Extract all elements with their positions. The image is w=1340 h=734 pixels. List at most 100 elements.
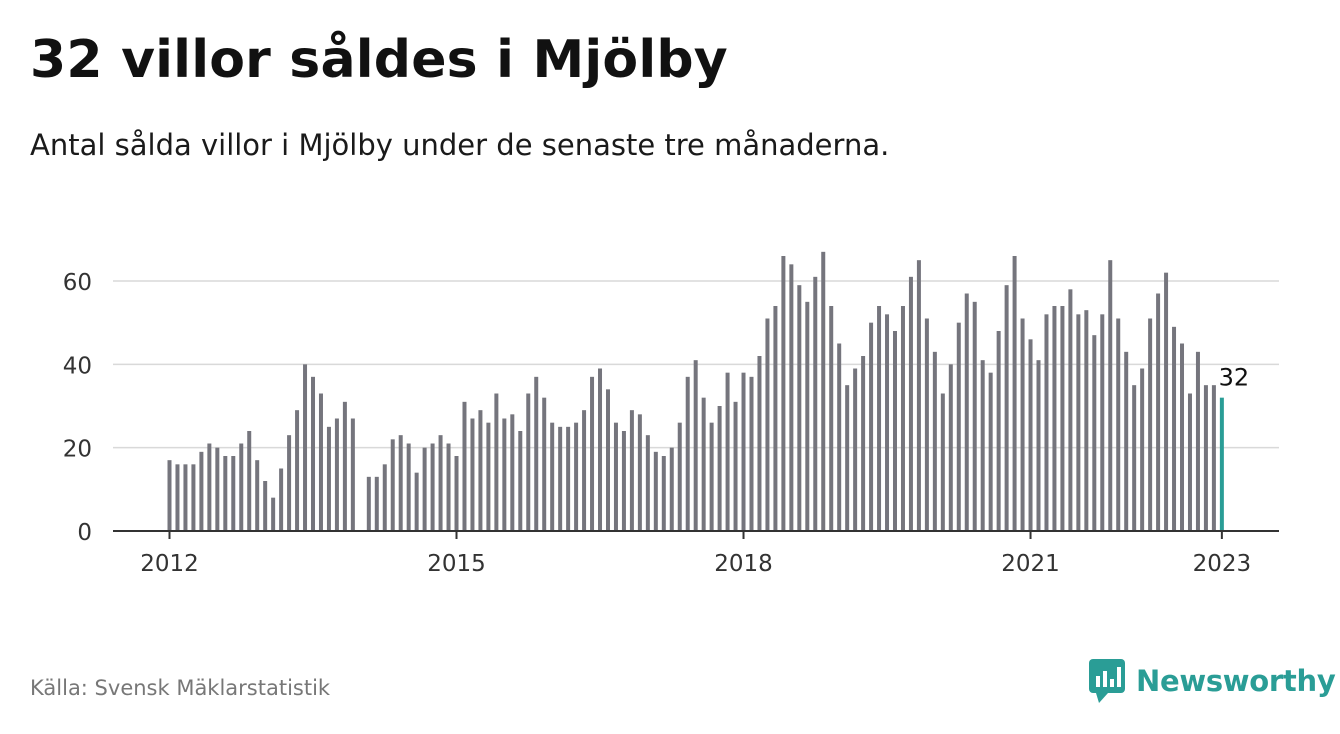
bar <box>1076 314 1081 531</box>
bar <box>1187 393 1192 531</box>
x-tick-label: 2012 <box>140 551 199 577</box>
bar <box>1028 339 1033 531</box>
bar <box>932 351 937 531</box>
bar <box>398 435 403 531</box>
bar <box>813 276 818 531</box>
bar <box>406 443 411 531</box>
bar <box>590 376 595 531</box>
bar <box>621 431 626 531</box>
bar <box>1108 260 1113 531</box>
bar <box>877 306 882 531</box>
bar <box>781 256 786 531</box>
bar <box>1164 272 1169 531</box>
bar <box>861 356 866 531</box>
bars <box>167 251 1224 532</box>
bar <box>318 393 323 531</box>
bar <box>685 376 690 531</box>
bar <box>223 456 228 531</box>
x-axis <box>113 530 1279 539</box>
bar <box>853 368 858 531</box>
bar <box>207 443 212 531</box>
bar <box>709 422 714 531</box>
bar <box>1004 285 1009 531</box>
bar <box>916 260 921 531</box>
bar <box>279 468 284 531</box>
bar <box>972 301 977 531</box>
bar <box>1203 385 1208 531</box>
bar <box>239 443 244 531</box>
bar <box>1172 326 1177 531</box>
bar <box>1052 306 1057 531</box>
bar <box>1060 306 1065 531</box>
bar <box>1211 385 1216 531</box>
bar <box>1092 335 1097 531</box>
x-tick-label: 2015 <box>427 551 486 577</box>
bar <box>295 410 300 531</box>
bar <box>940 393 945 531</box>
bar <box>326 426 331 531</box>
x-tick-label: 2018 <box>714 551 773 577</box>
chart-subtitle: Antal sålda villor i Mjölby under de sen… <box>30 128 890 162</box>
bar <box>661 456 666 531</box>
bar <box>956 322 961 531</box>
bar <box>1116 318 1121 531</box>
bar <box>789 264 794 531</box>
y-tick-label: 60 <box>63 270 92 296</box>
bar <box>175 464 180 531</box>
bar <box>534 376 539 531</box>
bar <box>478 410 483 531</box>
bar <box>191 464 196 531</box>
bar <box>255 460 260 531</box>
chart-title: 32 villor såldes i Mjölby <box>30 30 728 90</box>
bar <box>1020 318 1025 531</box>
bar <box>502 418 507 531</box>
x-tick-label: 2021 <box>1001 551 1060 577</box>
bar <box>462 401 467 531</box>
bar <box>247 431 252 531</box>
newsworthy-logo-icon <box>1089 659 1125 703</box>
bar <box>1100 314 1105 531</box>
bar <box>845 385 850 531</box>
bar <box>271 497 276 531</box>
bar <box>311 376 316 531</box>
bar <box>892 331 897 531</box>
bar <box>733 401 738 531</box>
bar <box>885 314 890 531</box>
bar <box>374 476 379 531</box>
bar <box>542 397 547 531</box>
bar <box>821 251 826 532</box>
bar <box>422 447 427 531</box>
bar <box>1156 293 1161 531</box>
tick-labels: 0 20 40 60 32 2012 2015 2018 2021 2023 <box>63 270 1251 577</box>
bar <box>701 397 706 531</box>
bar <box>414 472 419 531</box>
bar <box>653 451 658 531</box>
bar <box>605 389 610 531</box>
bar <box>677 422 682 531</box>
bar <box>829 306 834 531</box>
bar <box>980 360 985 531</box>
y-tick-label: 0 <box>77 520 92 546</box>
bar <box>287 435 292 531</box>
bar-latest <box>1219 397 1224 531</box>
bar <box>566 426 571 531</box>
bar <box>574 422 579 531</box>
bar <box>526 393 531 531</box>
bar <box>797 285 802 531</box>
brand-logo: Newsworthy <box>1088 658 1336 704</box>
bar <box>669 447 674 531</box>
bar <box>757 356 762 531</box>
bar <box>637 414 642 531</box>
bar <box>765 318 770 531</box>
brand-name: Newsworthy <box>1136 664 1336 698</box>
bar <box>231 456 236 531</box>
bar <box>948 364 953 531</box>
bar <box>964 293 969 531</box>
bar <box>725 372 730 531</box>
bar <box>924 318 929 531</box>
bar <box>837 343 842 531</box>
bar <box>1180 343 1185 531</box>
bar <box>1124 351 1129 531</box>
bar <box>1195 351 1200 531</box>
